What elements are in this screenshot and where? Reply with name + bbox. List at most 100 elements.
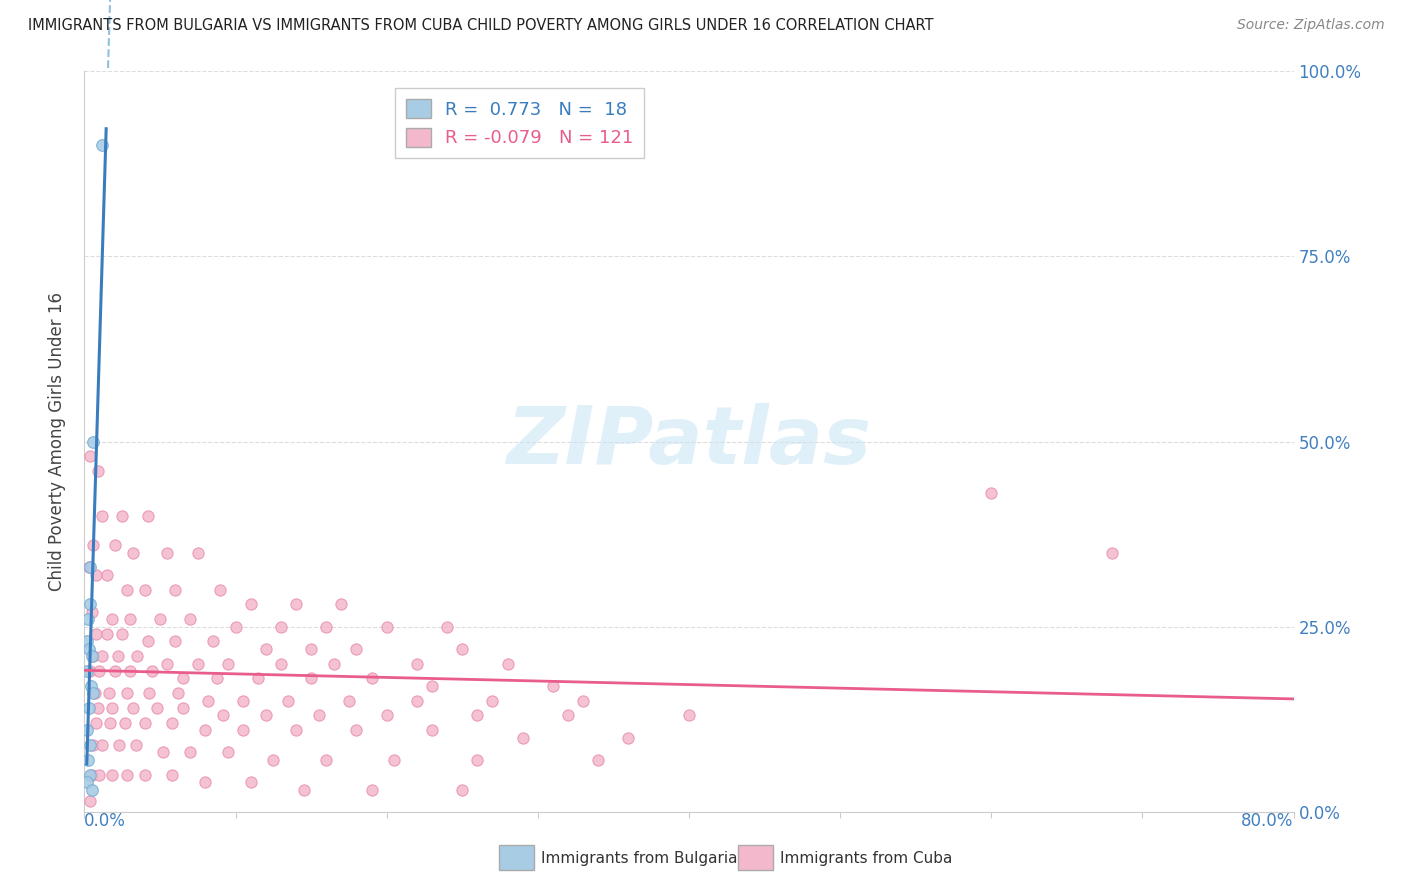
Point — [100, 767, 122, 781]
Point — [285, 598, 308, 612]
Point — [82, 538, 104, 552]
Point — [84, 686, 107, 700]
Point — [420, 723, 443, 738]
Point — [467, 708, 489, 723]
Point — [451, 641, 474, 656]
Point — [179, 746, 201, 760]
Point — [80, 767, 103, 781]
Point — [118, 664, 141, 678]
Point — [160, 767, 183, 781]
Point — [82, 434, 104, 449]
Point — [980, 486, 1002, 500]
Point — [308, 708, 330, 723]
Point — [346, 641, 368, 656]
Point — [86, 627, 108, 641]
Point — [80, 782, 103, 797]
Point — [232, 694, 254, 708]
Point — [79, 450, 101, 464]
Point — [588, 753, 610, 767]
Point — [197, 694, 219, 708]
Text: 0.0%: 0.0% — [84, 812, 127, 830]
Point — [76, 775, 98, 789]
Point — [277, 694, 299, 708]
Point — [111, 627, 134, 641]
Point — [136, 508, 159, 523]
Point — [299, 641, 322, 656]
Point — [125, 738, 148, 752]
Point — [254, 641, 277, 656]
Point — [360, 672, 382, 686]
Point — [557, 708, 579, 723]
Point — [86, 715, 108, 730]
Point — [152, 746, 174, 760]
Point — [77, 560, 100, 574]
Point — [496, 657, 519, 671]
Point — [76, 723, 98, 738]
Point — [79, 664, 101, 678]
Point — [165, 582, 187, 597]
Point — [156, 546, 179, 560]
Point — [436, 619, 458, 633]
Point — [315, 619, 337, 633]
Point — [111, 508, 134, 523]
Point — [160, 715, 183, 730]
Point — [146, 701, 169, 715]
Point — [572, 694, 595, 708]
Point — [270, 657, 292, 671]
Point — [209, 582, 232, 597]
Point — [1101, 546, 1123, 560]
Point — [239, 775, 262, 789]
Point — [118, 612, 141, 626]
Point — [194, 723, 217, 738]
Point — [91, 649, 114, 664]
Text: Immigrants from Cuba: Immigrants from Cuba — [780, 851, 953, 865]
Point — [89, 664, 111, 678]
Point — [194, 775, 217, 789]
Point — [127, 649, 149, 664]
Point — [141, 664, 163, 678]
Point — [217, 657, 239, 671]
Point — [136, 634, 159, 648]
Point — [292, 782, 315, 797]
Point — [79, 560, 101, 574]
Text: IMMIGRANTS FROM BULGARIA VS IMMIGRANTS FROM CUBA CHILD POVERTY AMONG GIRLS UNDER: IMMIGRANTS FROM BULGARIA VS IMMIGRANTS F… — [28, 18, 934, 33]
Point — [134, 582, 156, 597]
Point — [179, 612, 201, 626]
Point — [91, 138, 114, 153]
Point — [346, 723, 368, 738]
Point — [420, 679, 443, 693]
Point — [82, 686, 104, 700]
Point — [107, 649, 129, 664]
Point — [375, 708, 398, 723]
Point — [187, 546, 209, 560]
Point — [207, 672, 229, 686]
Point — [87, 701, 110, 715]
Point — [232, 723, 254, 738]
Point — [80, 649, 103, 664]
Point — [108, 738, 131, 752]
Point — [91, 738, 114, 752]
Point — [86, 567, 108, 582]
Point — [96, 627, 118, 641]
Point — [77, 641, 100, 656]
Point — [172, 701, 194, 715]
Point — [201, 634, 224, 648]
Point — [115, 767, 138, 781]
Point — [115, 582, 138, 597]
Point — [512, 731, 534, 745]
Point — [451, 782, 474, 797]
Point — [98, 715, 121, 730]
Point — [217, 746, 239, 760]
Point — [97, 686, 120, 700]
Point — [79, 794, 101, 808]
Point — [678, 708, 700, 723]
Point — [80, 679, 103, 693]
Point — [100, 701, 122, 715]
Point — [77, 701, 100, 715]
Point — [212, 708, 235, 723]
Point — [77, 612, 100, 626]
Point — [77, 753, 100, 767]
Point — [82, 738, 104, 752]
Point — [79, 738, 101, 752]
Point — [187, 657, 209, 671]
